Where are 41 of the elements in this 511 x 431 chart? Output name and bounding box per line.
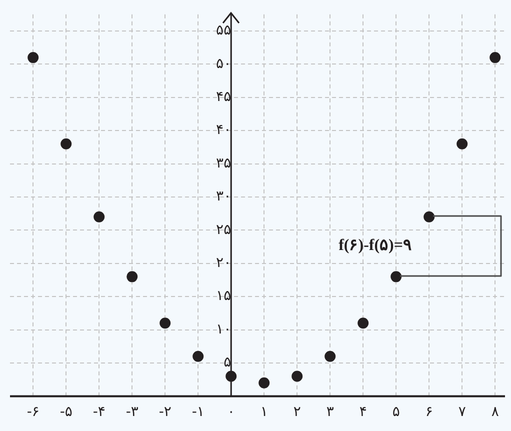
x-tick-label: ۲ (293, 404, 301, 420)
y-tick-label: ۳۵ (216, 155, 232, 172)
y-tick-label: ۴۵ (216, 89, 232, 106)
x-tick-label: -۵ (60, 404, 72, 420)
point (28, 52, 39, 64)
point (94, 211, 105, 222)
x-tick-label: ۷ (458, 404, 466, 420)
x-tick-label: ۶ (425, 404, 433, 420)
x-tick-label: -۳ (126, 404, 139, 420)
point (60, 138, 72, 150)
point (424, 211, 435, 222)
point (456, 138, 468, 150)
y-tick-label: ۲۰ (216, 255, 232, 272)
x-tick-label: -۴ (92, 404, 106, 420)
point (192, 350, 204, 362)
point (292, 370, 303, 382)
y-tick-label: ۳۰ (216, 188, 232, 205)
x-tick-label: ۵ (392, 404, 400, 420)
y-tick-label: ۲۵ (216, 222, 232, 238)
point (390, 271, 402, 282)
point (160, 318, 171, 329)
x-tick-label: ۸ (491, 404, 500, 420)
x-tick-label: ۴ (359, 404, 367, 420)
y-tick-label: ۵۰ (216, 56, 232, 72)
y-tick-label: ۴۰ (216, 122, 232, 138)
annotation: f(۶)-f(۵)=۹ (338, 237, 412, 254)
y-tick-label: ۵۵ (216, 22, 232, 39)
point (490, 52, 501, 64)
x-tick-label: -۶ (26, 404, 40, 420)
point (358, 318, 369, 329)
point (258, 377, 270, 388)
point (126, 271, 138, 282)
x-tick-label: -۱ (192, 404, 204, 420)
x-tick-label: -۲ (158, 404, 172, 420)
point (324, 350, 336, 362)
y-tick-label: ۵ (224, 354, 232, 371)
x-tick-label: ۱ (260, 404, 268, 420)
x-tick-label: ۰ (227, 404, 235, 420)
x-tick-label: ۳ (326, 404, 334, 420)
y-tick-label: ۱۰ (216, 321, 232, 338)
y-tick-label: ۱۵ (216, 288, 232, 304)
